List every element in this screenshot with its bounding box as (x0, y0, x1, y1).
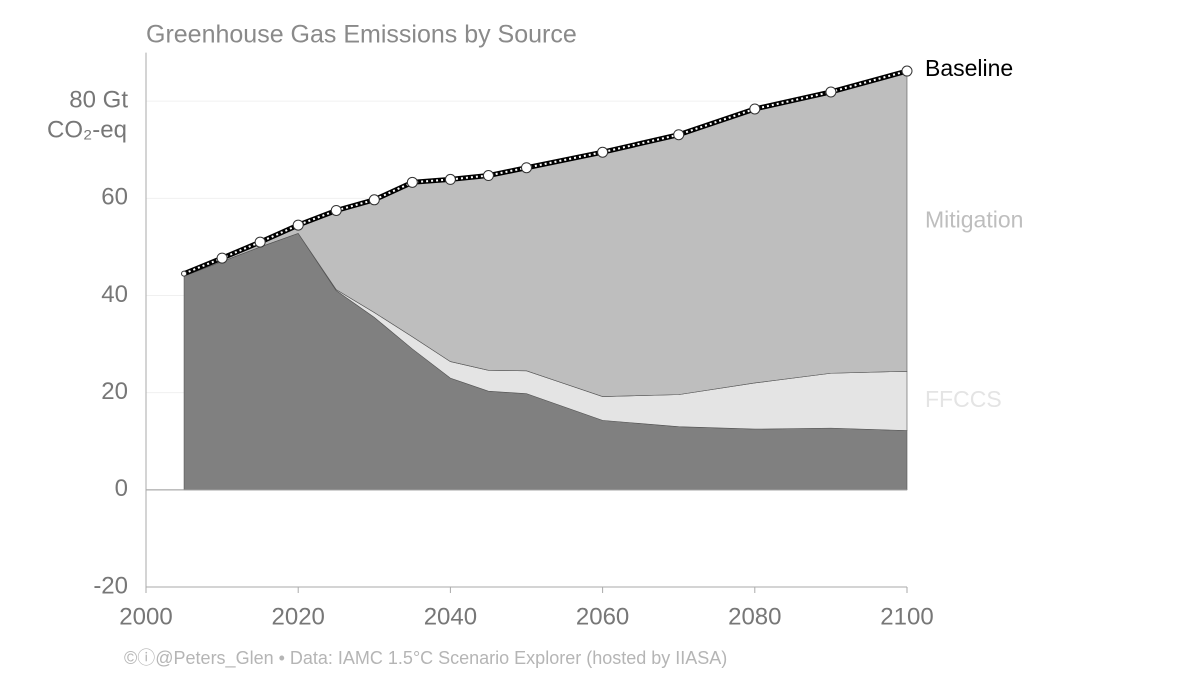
y-tick-label: 80 Gt (69, 87, 128, 114)
baseline-point (901, 65, 913, 77)
baseline-point (825, 86, 837, 98)
baseline-point (482, 170, 494, 182)
y-tick-label: 0 (115, 475, 128, 502)
y-tick-label: -20 (93, 572, 128, 599)
y-unit: CO₂-eq (47, 116, 127, 143)
x-tick-label: 2080 (728, 603, 781, 630)
x-tick-label: 2000 (119, 603, 172, 630)
x-tick-label: 2060 (576, 603, 629, 630)
baseline-point (673, 129, 685, 141)
series-label: Baseline (925, 55, 1013, 81)
y-tick-label: 40 (101, 281, 128, 308)
y-tick-label: 20 (101, 378, 128, 405)
baseline-point (521, 162, 532, 174)
baseline-point (254, 236, 266, 248)
y-tick-label: 60 (101, 184, 128, 211)
x-tick-label: 2100 (880, 603, 933, 630)
baseline-point (368, 194, 380, 206)
baseline-point (216, 252, 228, 264)
baseline-point (181, 270, 188, 277)
x-tick-label: 2040 (424, 603, 477, 630)
baseline-point (444, 173, 456, 185)
baseline-dots (183, 70, 908, 275)
x-tick-label: 2020 (272, 603, 325, 630)
chart-title: Greenhouse Gas Emissions by Source (146, 21, 577, 49)
series-label: FFCCS (925, 386, 1002, 412)
source-note: ©ⓘ@Peters_Glen • Data: IAMC 1.5°C Scenar… (124, 648, 727, 669)
baseline-point (597, 146, 609, 158)
baseline-point (330, 204, 342, 216)
baseline-point (406, 176, 418, 188)
series-label: Mitigation (925, 206, 1023, 232)
baseline-point (292, 219, 304, 231)
baseline-point (749, 103, 761, 115)
